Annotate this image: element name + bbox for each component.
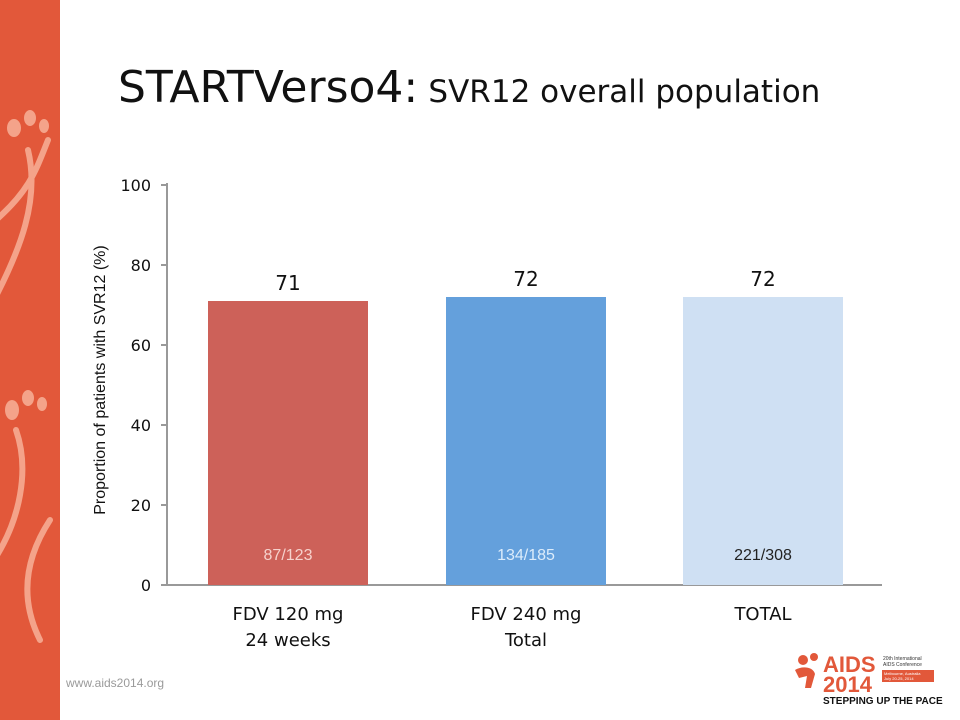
slide-title-main: STARTVerso4: xyxy=(118,62,419,113)
aids2014-logo: AIDS 2014 20th International AIDS Confer… xyxy=(787,648,947,713)
y-tick-label: 60 xyxy=(131,336,151,355)
x-category-label: FDV 120 mg xyxy=(233,604,344,625)
bar xyxy=(208,301,368,585)
bar-fraction-label: 134/185 xyxy=(497,547,555,564)
logo-brand-year: 2014 xyxy=(823,672,873,697)
bar-value-label: 72 xyxy=(750,267,775,291)
y-tick-label: 80 xyxy=(131,256,151,275)
x-category-label: TOTAL xyxy=(733,604,791,625)
bar xyxy=(446,297,606,585)
slide-title: STARTVerso4: SVR12 overall population xyxy=(118,62,820,113)
bar xyxy=(683,297,843,585)
x-category-sublabel: 24 weeks xyxy=(245,630,330,651)
y-tick-label: 20 xyxy=(131,496,151,515)
y-tick-label: 0 xyxy=(141,576,151,595)
x-category-sublabel: Total xyxy=(504,630,547,651)
slide-title-sub: SVR12 overall population xyxy=(428,74,821,110)
logo-conf-line3: Melbourne, Australia xyxy=(884,671,921,676)
y-tick-label: 40 xyxy=(131,416,151,435)
bar-value-label: 71 xyxy=(275,271,300,295)
bar-fraction-label: 87/123 xyxy=(264,547,313,564)
footprints-decoration-icon xyxy=(0,110,53,643)
logo-tagline: STEPPING UP THE PACE xyxy=(823,696,943,707)
logo-conf-line2: AIDS Conference xyxy=(883,662,922,668)
y-axis-label: Proportion of patients with SVR12 (%) xyxy=(92,245,109,514)
logo-conf-line1: 20th International xyxy=(883,656,922,662)
side-decoration-band xyxy=(0,0,60,720)
footer-url: www.aids2014.org xyxy=(66,676,165,690)
logo-conf-dates: July 20-25, 2014 xyxy=(884,676,914,681)
logo-figure-icon xyxy=(795,653,818,688)
y-tick-label: 100 xyxy=(120,176,151,195)
logo-brand-top: AIDS xyxy=(823,652,876,677)
bar-value-label: 72 xyxy=(513,267,538,291)
x-category-label: FDV 240 mg xyxy=(471,604,582,625)
bar-fraction-label: 221/308 xyxy=(734,547,792,564)
